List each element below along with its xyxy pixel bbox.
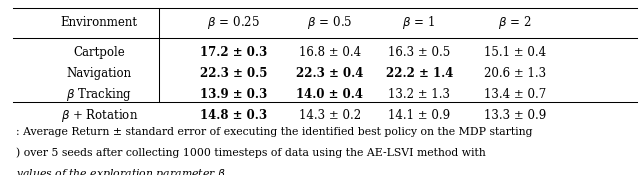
- Text: ) over 5 seeds after collecting 1000 timesteps of data using the AE-LSVI method : ) over 5 seeds after collecting 1000 tim…: [16, 147, 486, 158]
- Text: $\mathit{\beta}$ Tracking: $\mathit{\beta}$ Tracking: [67, 86, 132, 103]
- Text: 20.6 ± 1.3: 20.6 ± 1.3: [484, 67, 547, 80]
- Text: 17.2 ± 0.3: 17.2 ± 0.3: [200, 46, 268, 59]
- Text: 22.2 ± 1.4: 22.2 ± 1.4: [385, 67, 453, 80]
- Text: $\mathit{\beta}$$\,=\,$0.5: $\mathit{\beta}$$\,=\,$0.5: [307, 14, 353, 31]
- Text: 15.1 ± 0.4: 15.1 ± 0.4: [484, 46, 547, 59]
- Text: 14.8 ± 0.3: 14.8 ± 0.3: [200, 109, 267, 122]
- Text: 13.3 ± 0.9: 13.3 ± 0.9: [484, 109, 547, 122]
- Text: Cartpole: Cartpole: [74, 46, 125, 59]
- Text: 22.3 ± 0.4: 22.3 ± 0.4: [296, 67, 364, 80]
- Text: values of the exploration parameter $\mathit{\beta}$.: values of the exploration parameter $\ma…: [16, 167, 228, 175]
- Text: : Average Return ± standard error of executing the identified best policy on the: : Average Return ± standard error of exe…: [16, 127, 532, 137]
- Text: 13.9 ± 0.3: 13.9 ± 0.3: [200, 88, 268, 101]
- Text: 14.0 ± 0.4: 14.0 ± 0.4: [296, 88, 363, 101]
- Text: Environment: Environment: [61, 16, 138, 29]
- Text: 14.3 ± 0.2: 14.3 ± 0.2: [298, 109, 361, 122]
- Text: 14.1 ± 0.9: 14.1 ± 0.9: [388, 109, 451, 122]
- Text: 13.4 ± 0.7: 13.4 ± 0.7: [484, 88, 547, 101]
- Text: 16.8 ± 0.4: 16.8 ± 0.4: [298, 46, 361, 59]
- Text: 16.3 ± 0.5: 16.3 ± 0.5: [388, 46, 451, 59]
- Text: Navigation: Navigation: [67, 67, 132, 80]
- Text: $\mathit{\beta}$$\,=\,$2: $\mathit{\beta}$$\,=\,$2: [498, 14, 532, 31]
- Text: $\mathit{\beta}$$\,=\,$0.25: $\mathit{\beta}$$\,=\,$0.25: [207, 14, 260, 31]
- Text: 13.2 ± 1.3: 13.2 ± 1.3: [388, 88, 450, 101]
- Text: $\mathit{\beta}$$\,=\,$1: $\mathit{\beta}$$\,=\,$1: [403, 14, 436, 31]
- Text: $\mathit{\beta}$ + Rotation: $\mathit{\beta}$ + Rotation: [61, 107, 138, 124]
- Text: 22.3 ± 0.5: 22.3 ± 0.5: [200, 67, 268, 80]
